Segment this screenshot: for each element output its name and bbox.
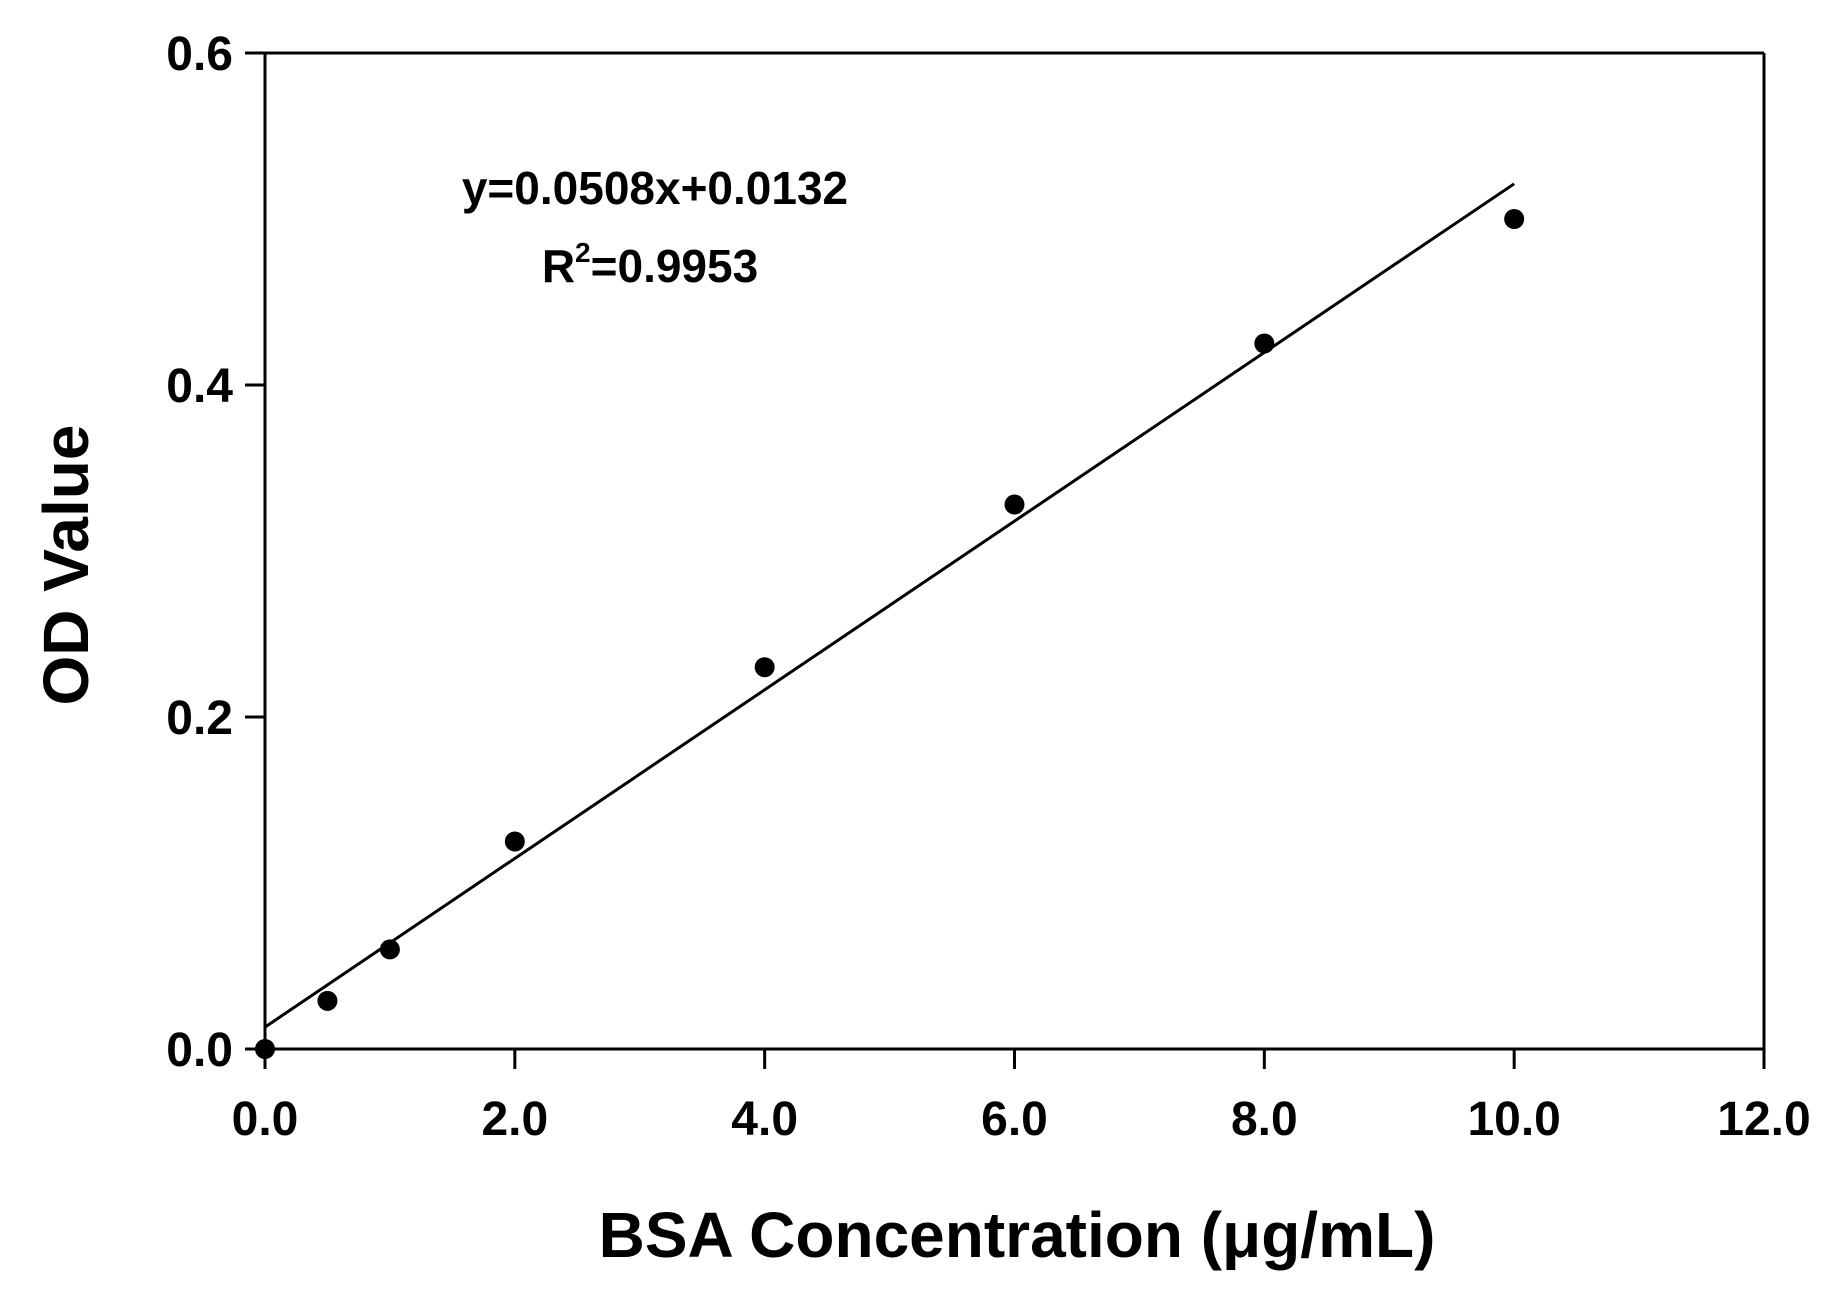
data-point xyxy=(1004,494,1025,515)
data-point xyxy=(1254,333,1275,354)
y-tick-label: 0.6 xyxy=(166,28,233,81)
equation-annotation: y=0.0508x+0.0132 xyxy=(462,162,848,214)
y-axis-title: OD Value xyxy=(30,425,102,706)
data-point xyxy=(754,657,775,678)
fit-line-group xyxy=(264,182,1516,1029)
x-axis-title: BSA Concentration (μg/mL) xyxy=(599,1199,1436,1271)
r-squared-value: =0.9953 xyxy=(591,240,759,292)
r-squared-superscript: 2 xyxy=(575,237,591,268)
x-tick-label: 2.0 xyxy=(481,1093,548,1146)
y-tick-label: 0.2 xyxy=(166,692,233,745)
r-squared-prefix: R xyxy=(542,240,575,292)
x-tick-label: 4.0 xyxy=(731,1093,798,1146)
data-point xyxy=(317,990,338,1011)
x-tick-label: 0.0 xyxy=(232,1093,299,1146)
y-tick-label: 0.4 xyxy=(166,360,233,413)
x-tick-label: 6.0 xyxy=(981,1093,1048,1146)
y-tick-label: 0.0 xyxy=(166,1024,233,1077)
x-tick-label: 8.0 xyxy=(1231,1093,1298,1146)
data-point xyxy=(379,939,400,960)
regression-line xyxy=(264,182,1516,1029)
x-tick-label: 10.0 xyxy=(1467,1093,1560,1146)
data-point xyxy=(255,1039,275,1059)
x-tick-label: 12.0 xyxy=(1717,1093,1810,1146)
r-squared-annotation: R2=0.9953 xyxy=(542,237,758,292)
data-points xyxy=(255,209,1525,1059)
data-point xyxy=(504,831,525,852)
data-point xyxy=(1504,209,1525,229)
ticks: 0.0 2.0 4.0 6.0 8.0 10.0 12.0 0.0 0.2 0.4 0.6 xyxy=(166,28,1810,1146)
